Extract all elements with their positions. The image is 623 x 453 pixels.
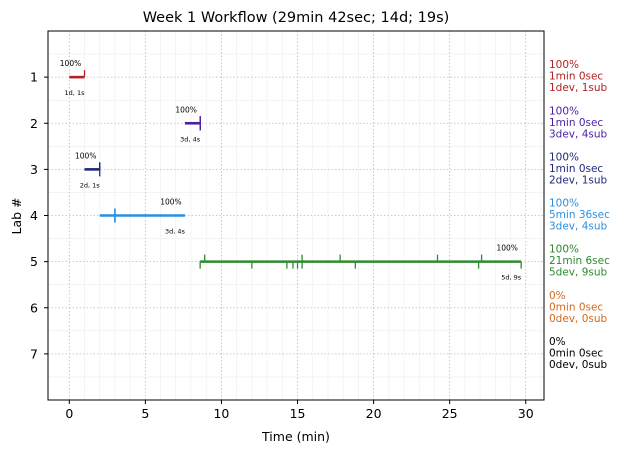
lab-summary-line: 0dev, 0sub [549, 313, 608, 325]
completion-percent-label: 100% [60, 59, 81, 68]
lab-summary-line: 1min 0sec [549, 71, 603, 83]
grid-lines [48, 31, 544, 400]
y-tick-label: 6 [30, 300, 38, 315]
completion-percent-label: 100% [175, 105, 196, 114]
deploy-submit-count-label: 2d, 1s [80, 181, 101, 189]
x-tick-label: 20 [366, 406, 382, 421]
x-tick-label: 5 [141, 406, 149, 421]
lab-summary-line: 1min 0sec [549, 163, 603, 175]
y-tick-label: 4 [30, 208, 38, 223]
lab-summary-line: 0% [549, 336, 566, 348]
lab-summary-line: 100% [549, 151, 579, 163]
chart-title: Week 1 Workflow (29min 42sec; 14d; 19s) [143, 10, 450, 26]
lab-summary-line: 100% [549, 244, 579, 256]
lab-summary-line: 1dev, 1sub [549, 82, 608, 94]
lab-summary-line: 5min 36sec [549, 209, 610, 221]
lab-summary-line: 2dev, 1sub [549, 174, 608, 186]
y-tick-label: 1 [30, 70, 38, 85]
lab-summary-line: 100% [549, 59, 579, 71]
lab-summary-line: 0min 0sec [549, 301, 603, 313]
x-tick-label: 25 [442, 406, 458, 421]
lab-summary-line: 0% [549, 290, 566, 302]
timeline-marks: 100% 1d, 1s 100% 3d, 4s 100% 2d, 1s 100% 3d, 4s… [60, 59, 522, 282]
deploy-submit-count-label: 3d, 4s [180, 135, 201, 143]
completion-percent-label: 100% [496, 244, 517, 253]
x-tick-label: 0 [65, 406, 73, 421]
y-tick-label: 3 [30, 162, 38, 177]
y-axis-label: Lab # [9, 197, 24, 234]
lab-summary-line: 1min 0sec [549, 117, 603, 129]
deploy-submit-count-label: 3d, 4s [165, 228, 186, 236]
deploy-submit-count-label: 1d, 1s [65, 89, 86, 97]
lab-summary-line: 100% [549, 198, 579, 210]
x-tick-label: 15 [290, 406, 306, 421]
lab-summary-line: 0dev, 0sub [549, 359, 608, 371]
deploy-submit-count-label: 5d, 9s [501, 274, 522, 282]
completion-percent-label: 100% [75, 151, 96, 160]
x-axis-label: Time (min) [261, 429, 330, 444]
y-tick-label: 7 [30, 346, 38, 361]
lab-summary-line: 3dev, 4sub [549, 221, 608, 233]
lab-summary-line: 21min 6sec [549, 255, 610, 267]
lab-summary-line: 5dev, 9sub [549, 267, 608, 279]
x-tick-label: 10 [213, 406, 229, 421]
axes: 0 5 10 15 20 25 30 1 2 3 4 5 6 7 [30, 70, 534, 421]
lab-summary-line: 0min 0sec [549, 347, 603, 359]
completion-percent-label: 100% [160, 198, 181, 207]
y-tick-label: 2 [30, 116, 38, 131]
x-tick-label: 30 [518, 406, 534, 421]
y-tick-label: 5 [30, 254, 38, 269]
lab-summary-line: 100% [549, 105, 579, 117]
lab-summary-line: 3dev, 4sub [549, 128, 608, 140]
